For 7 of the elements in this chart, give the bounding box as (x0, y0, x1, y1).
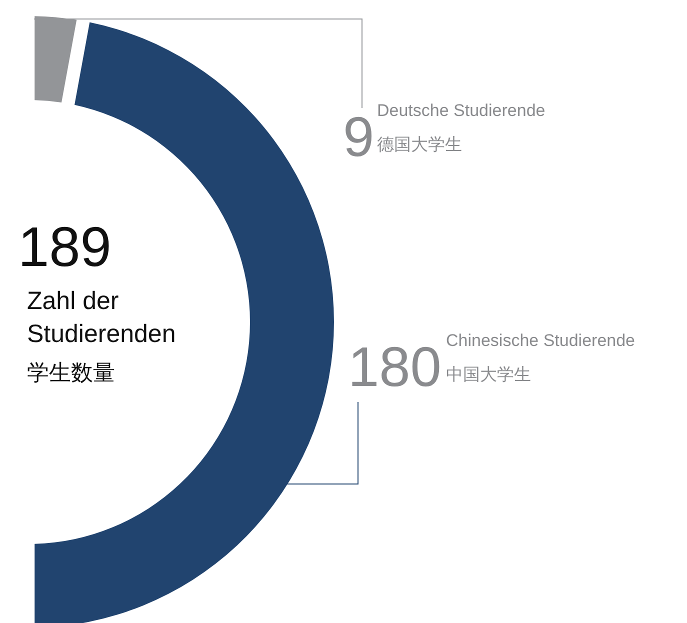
text: Zahl der Studierenden (27, 287, 176, 348)
text: 学生数量 (27, 360, 115, 385)
data-label: 9 (343, 105, 374, 168)
slice-label: Deutsche Studierende 德国大学生 (377, 101, 546, 154)
data-label: 180 (348, 335, 442, 398)
text: 189 (18, 215, 112, 278)
slice-label: Chinesische Studierende 中国大学生 (446, 331, 636, 384)
